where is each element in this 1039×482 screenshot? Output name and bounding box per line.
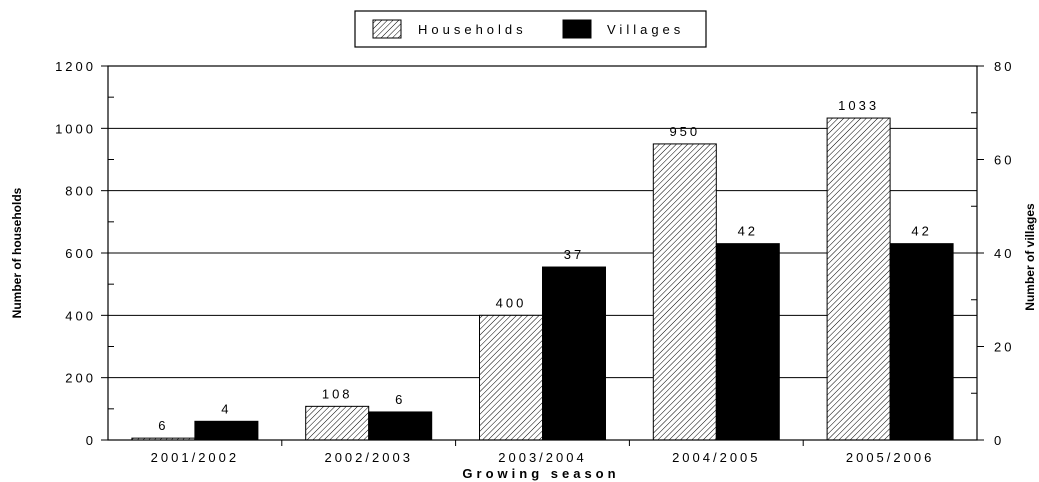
data-label-households: 1033: [838, 98, 879, 113]
legend-swatch-villages: [562, 19, 592, 39]
legend-swatch-households: [372, 19, 402, 39]
x-tick-label: 2002/2003: [324, 450, 412, 465]
y-tick-label: 600: [65, 246, 96, 261]
data-label-villages: 42: [738, 224, 758, 239]
x-axis-title: Growing season: [462, 466, 619, 481]
bar-villages: [889, 243, 954, 441]
data-label-households: 400: [496, 295, 527, 310]
bar-villages: [542, 266, 606, 441]
data-label-households: 6: [158, 418, 168, 433]
y2-tick-label: 60: [994, 153, 1014, 168]
y2-tick-label: 0: [994, 433, 1004, 448]
bar-villages: [368, 411, 433, 441]
bar-households: [479, 314, 543, 441]
left-axis-ticks: 0 200 400 600 800 1000 1200: [55, 59, 114, 448]
x-tick-label: 2005/2006: [846, 450, 934, 465]
y-tick-label: 200: [65, 371, 96, 386]
legend-label-villages: Villages: [607, 22, 684, 37]
y-tick-label: 1200: [55, 59, 96, 74]
bar-households: [305, 405, 370, 441]
right-axis-ticks: 0 20 40 60 80: [971, 59, 1014, 448]
bar-households: [652, 143, 717, 441]
y-tick-label: 400: [65, 308, 96, 323]
data-label-households: 108: [322, 386, 353, 401]
bar-villages: [715, 243, 780, 441]
y2-axis-title: Number of villages: [1023, 203, 1037, 311]
x-tick-label: 2004/2005: [672, 450, 760, 465]
data-labels: 6 4 108 6 400 37 950 42 1033 42: [158, 98, 931, 433]
legend: Households Villages: [354, 10, 707, 48]
y-axis-title: Number of households: [10, 187, 24, 318]
y2-tick-label: 20: [994, 340, 1014, 355]
y-tick-label: 1000: [55, 121, 96, 136]
y2-tick-label: 40: [994, 246, 1014, 261]
data-label-villages: 42: [911, 224, 931, 239]
bar-households: [826, 117, 891, 441]
legend-label-households: Households: [418, 22, 527, 37]
bar-villages: [194, 420, 259, 441]
x-axis-ticks: 2001/2002 2002/2003 2003/2004 2004/2005 2005…: [151, 440, 934, 465]
data-label-villages: 4: [221, 401, 231, 416]
y-tick-label: 800: [65, 184, 96, 199]
data-label-villages: 6: [395, 392, 405, 407]
data-label-villages: 37: [564, 247, 584, 262]
bars: [131, 117, 954, 441]
x-tick-label: 2001/2002: [151, 450, 239, 465]
data-label-households: 950: [669, 124, 700, 139]
x-tick-label: 2003/2004: [498, 450, 586, 465]
y-tick-label: 0: [86, 433, 96, 448]
legend-box: [354, 10, 707, 48]
y2-tick-label: 80: [994, 59, 1014, 74]
